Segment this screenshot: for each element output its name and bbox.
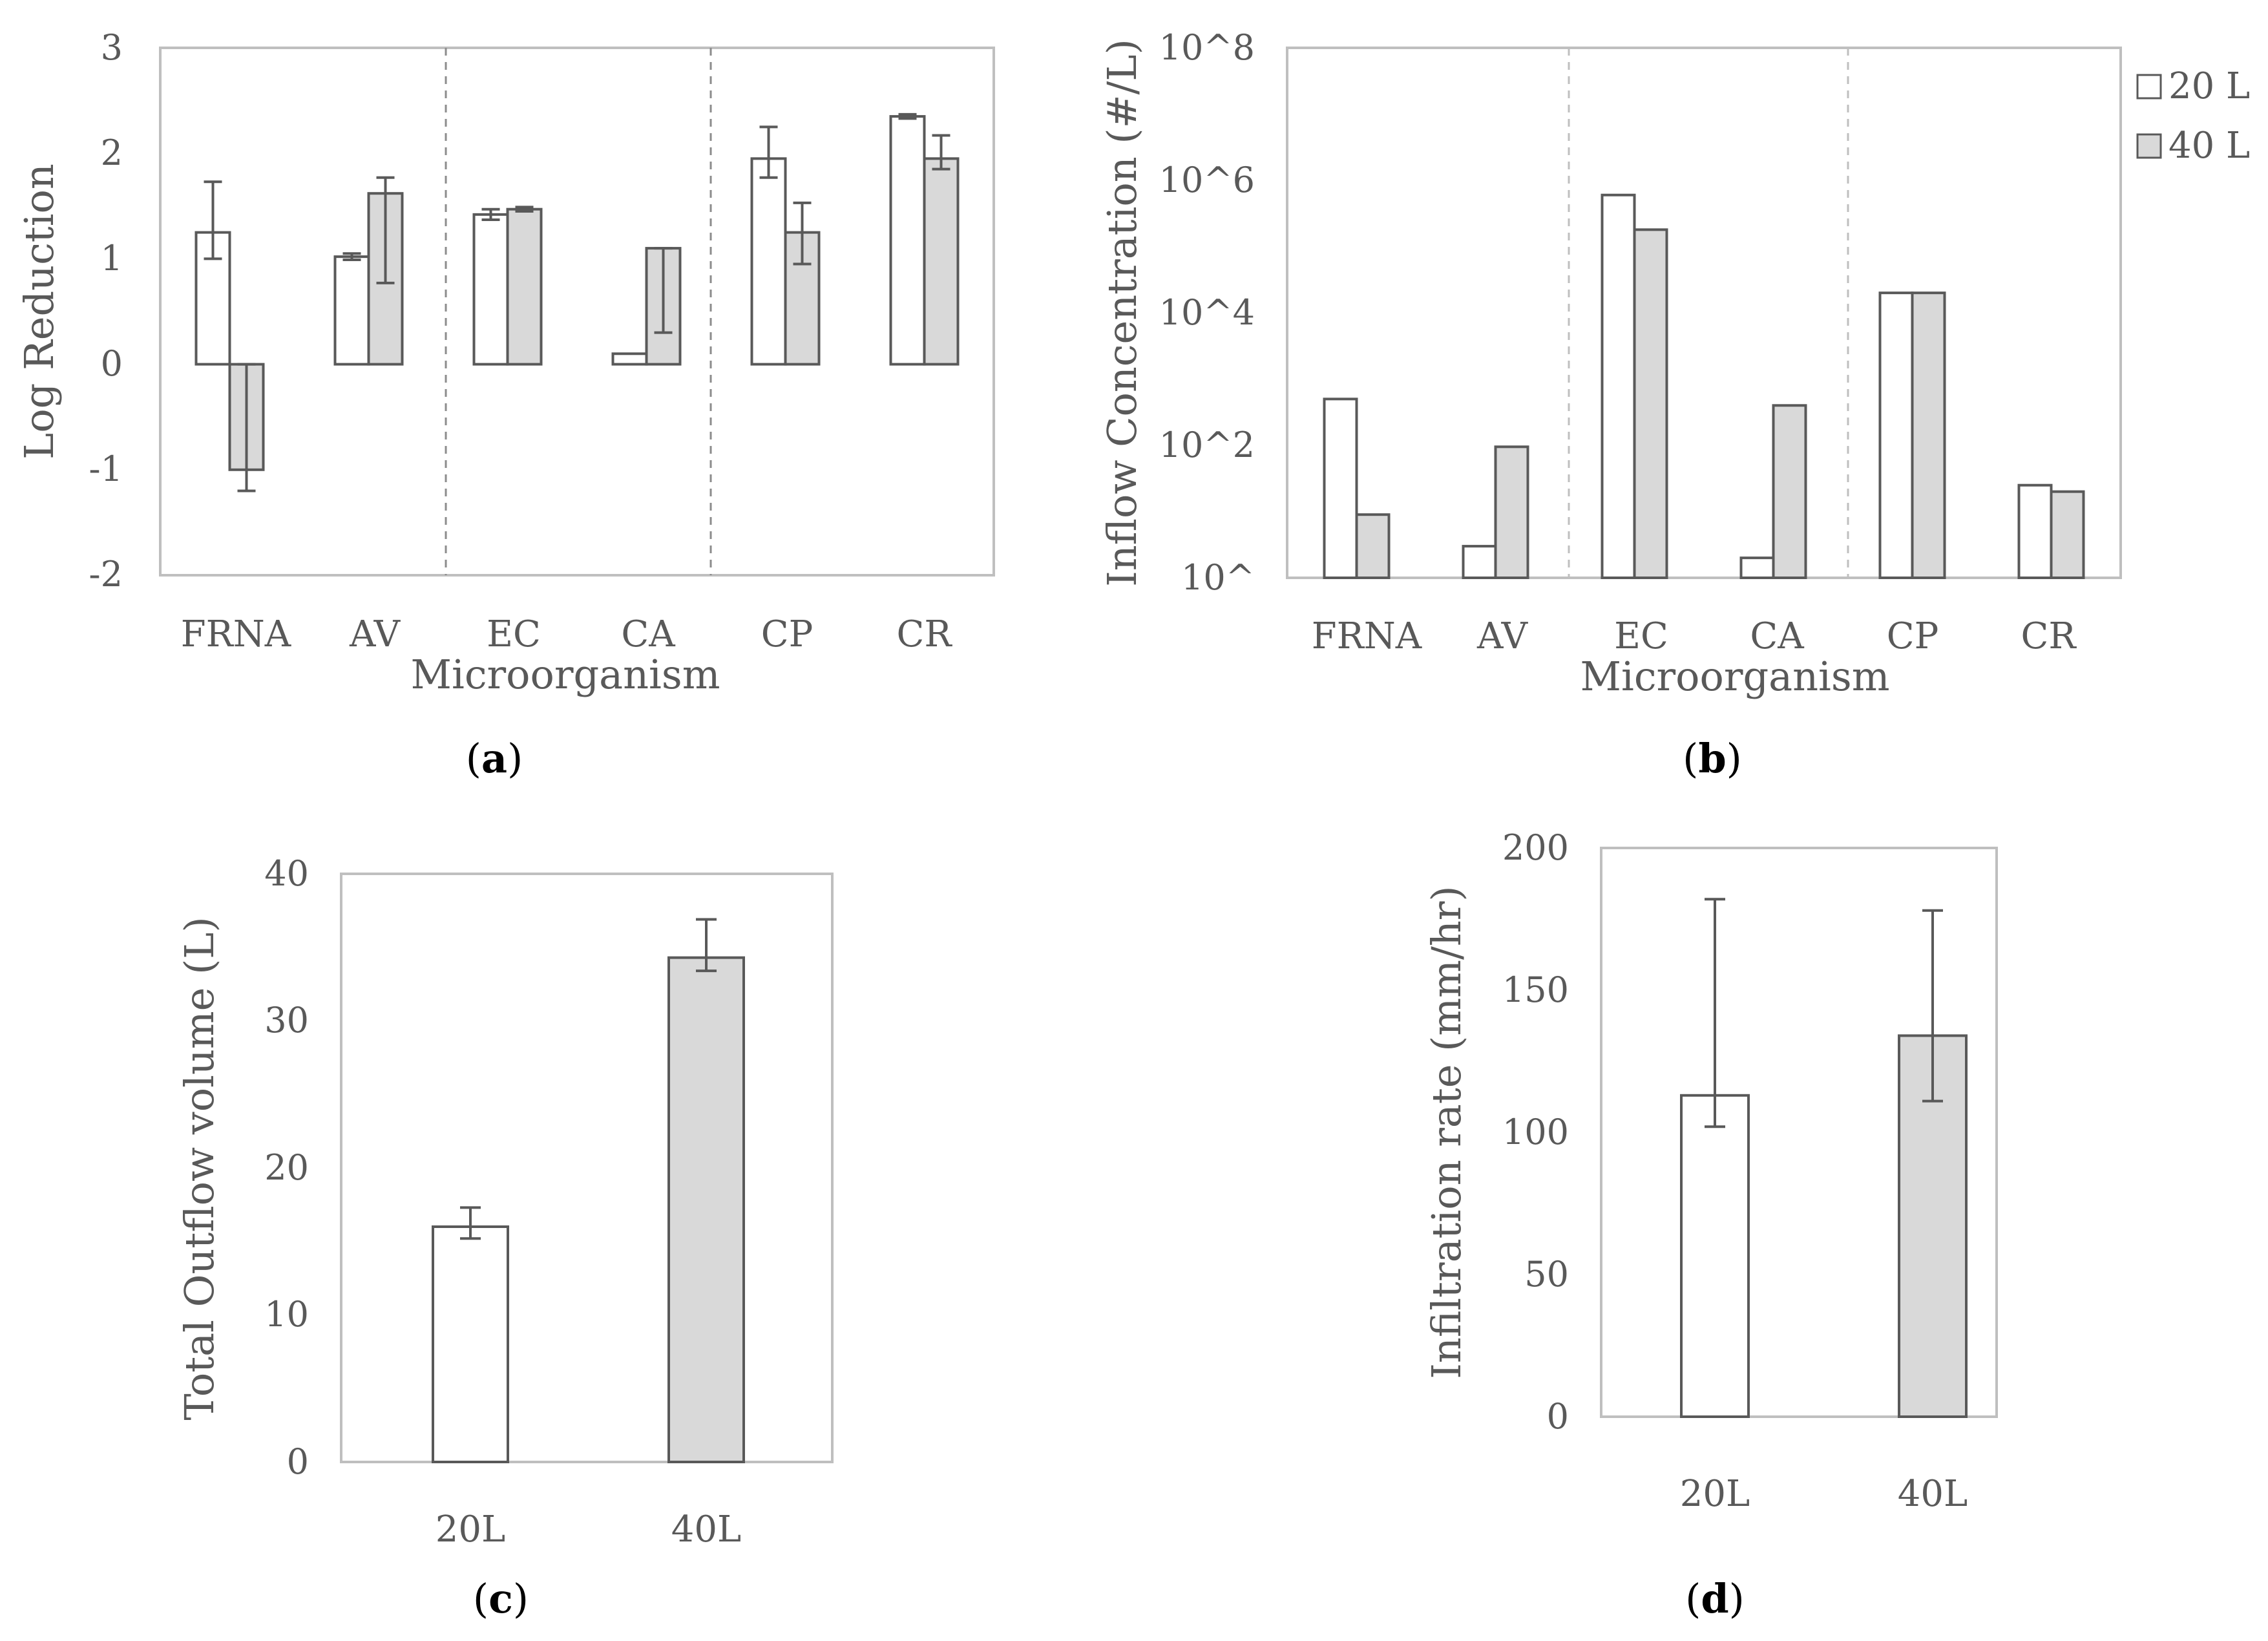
panel-b-category-label: CA xyxy=(1750,615,1804,657)
panel-b-y-tick: 10^6 xyxy=(1159,160,1255,200)
panel-a-y-tick: 1 xyxy=(101,238,123,279)
bar-20l-ec xyxy=(472,213,509,366)
panel-b-plot-frame xyxy=(1286,47,2122,579)
panel-d-infiltration-rate-chart: 200 150 100 50 0 20L 40L Infiltration ra… xyxy=(1423,827,1998,1622)
panel-a-y-tick-labels: 3 2 1 0 -1 -2 xyxy=(89,27,123,595)
panel-d-bars xyxy=(1680,898,1968,1419)
panel-a-y-tick: 2 xyxy=(101,132,123,173)
bar-40l xyxy=(667,956,745,1464)
panel-b-caption: (b) xyxy=(1683,735,1742,782)
panel-c-y-axis-title: Total Outflow volume (L) xyxy=(176,916,223,1420)
panel-d-y-tick: 50 xyxy=(1524,1254,1569,1295)
panel-b-category-label: FRNA xyxy=(1312,615,1422,657)
bar-20l-ca xyxy=(611,352,648,366)
legend-swatch-40l xyxy=(2136,133,2162,159)
panel-b-y-tick: 10^2 xyxy=(1159,425,1255,465)
panel-a-bars xyxy=(194,112,960,492)
bar-20l-cr xyxy=(2017,483,2053,579)
panel-d-category-label: 20L xyxy=(1680,1473,1750,1515)
panel-c-total-outflow-chart: 40 30 20 10 0 20L 40L Total Outflow volu… xyxy=(176,853,834,1622)
bar-20l-ec xyxy=(1601,193,1636,579)
panel-b-y-tick-labels: 10^8 10^6 10^4 10^2 10^ xyxy=(1159,27,1255,598)
bar-20l xyxy=(432,1225,509,1463)
panel-b-category-label: EC xyxy=(1614,615,1668,657)
panel-a-x-axis-title: Microorganism xyxy=(411,651,720,698)
panel-a-y-tick: -1 xyxy=(89,449,123,489)
bar-40l-cp xyxy=(1911,291,1946,579)
panel-c-y-tick: 20 xyxy=(264,1147,309,1188)
bar-40l-ec xyxy=(506,207,543,366)
panel-b-inflow-concentration-chart: 10^8 10^6 10^4 10^2 10^ FRNA AV EC CA CP… xyxy=(1098,27,2250,782)
legend-swatch-20l xyxy=(2136,74,2162,100)
panel-b-legend: 20 L 40 L xyxy=(2136,65,2250,167)
panel-d-y-tick-labels: 200 150 100 50 0 xyxy=(1502,827,1569,1437)
panel-a-category-label: CP xyxy=(761,613,814,655)
bar-20l xyxy=(1680,1094,1750,1419)
panel-a-category-label: EC xyxy=(487,613,541,655)
panel-d-y-axis-title: Infiltration rate (mm/hr) xyxy=(1423,885,1470,1379)
bar-20l-av xyxy=(1462,545,1497,580)
panel-c-y-tick: 30 xyxy=(264,1000,309,1041)
bar-40l-cr xyxy=(923,157,960,366)
bar-40l-av xyxy=(1494,445,1529,579)
panel-b-bars xyxy=(1323,193,2085,580)
bar-20l-ca xyxy=(1739,556,1775,579)
panel-b-category-label: CR xyxy=(2021,615,2077,657)
panel-b-y-tick: 10^8 xyxy=(1159,27,1255,68)
panel-b-category-label: CP xyxy=(1887,615,1939,657)
panel-a-y-axis-title: Log Reduction xyxy=(16,164,63,460)
bar-40l-ca xyxy=(1772,404,1807,580)
panel-c-y-tick-labels: 40 30 20 10 0 xyxy=(264,853,309,1482)
panel-c-bars xyxy=(432,918,745,1464)
panel-c-y-tick: 40 xyxy=(264,853,309,894)
panel-d-y-tick: 0 xyxy=(1547,1396,1569,1437)
bar-20l-av xyxy=(333,255,370,366)
panel-d-plot-frame xyxy=(1600,847,1998,1418)
panel-d-y-tick: 200 xyxy=(1502,827,1569,868)
panel-b-y-tick: 10^4 xyxy=(1159,292,1255,333)
panel-c-y-tick: 0 xyxy=(287,1441,309,1482)
legend-label-20l: 20 L xyxy=(2168,65,2250,107)
panel-c-plot-frame xyxy=(340,873,834,1463)
panel-c-y-tick: 10 xyxy=(264,1294,309,1335)
panel-a-category-labels: FRNA AV EC CA CP CR xyxy=(181,613,953,655)
bar-40l-ec xyxy=(1633,228,1668,579)
panel-b-y-tick: 10^ xyxy=(1181,557,1255,598)
panel-b-x-axis-title: Microorganism xyxy=(1580,653,1890,700)
panel-a-caption: (a) xyxy=(466,735,523,782)
panel-a-y-tick: 0 xyxy=(101,343,123,384)
panel-a-category-label: FRNA xyxy=(181,613,291,655)
panel-b-category-labels: FRNA AV EC CA CP CR xyxy=(1312,615,2077,657)
panel-a-category-label: CA xyxy=(621,613,675,655)
bar-40l-cr xyxy=(2050,490,2085,579)
panel-d-category-label: 40L xyxy=(1898,1473,1968,1515)
panel-c-category-label: 20L xyxy=(436,1509,505,1551)
panel-c-caption: (c) xyxy=(473,1575,529,1622)
bar-20l-cr xyxy=(889,115,926,366)
panel-d-y-tick: 150 xyxy=(1502,969,1569,1010)
panel-d-y-tick: 100 xyxy=(1502,1112,1569,1152)
bar-40l-frna xyxy=(1355,513,1391,579)
panel-a-log-reduction-chart: 3 2 1 0 -1 -2 FRNA AV EC CA CP CR Microo… xyxy=(16,27,995,782)
bar-20l-cp xyxy=(1878,291,1914,579)
panel-b-y-axis-title: Inflow Concentration (#/L) xyxy=(1098,39,1146,587)
bar-20l-frna xyxy=(1323,397,1358,580)
panel-b-category-label: AV xyxy=(1476,615,1529,657)
panel-d-caption: (d) xyxy=(1685,1575,1745,1622)
panel-a-plot-frame xyxy=(159,47,995,577)
panel-a-category-label: AV xyxy=(349,613,401,655)
panel-c-category-label: 40L xyxy=(671,1509,741,1551)
panel-a-y-tick: 3 xyxy=(101,27,123,68)
panel-a-y-tick: -2 xyxy=(89,554,123,595)
legend-label-40l: 40 L xyxy=(2168,125,2250,167)
panel-a-category-label: CR xyxy=(896,613,952,655)
bar-20l-cp xyxy=(750,157,787,366)
